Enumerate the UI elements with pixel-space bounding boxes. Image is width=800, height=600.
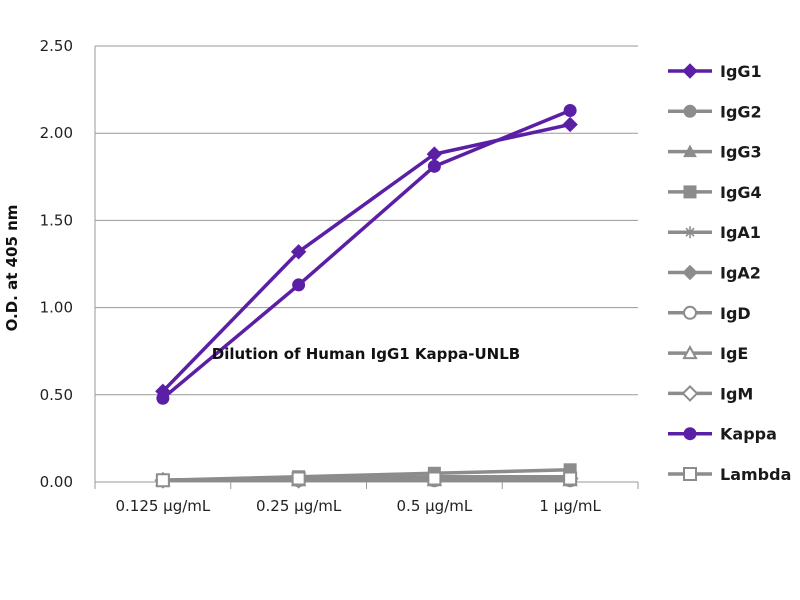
legend-marker — [683, 104, 697, 118]
data-point — [427, 159, 441, 173]
legend-label: IgG1 — [720, 62, 762, 81]
legend-marker — [682, 63, 698, 79]
y-tick-label: 2.50 — [40, 37, 73, 55]
x-tick-label: 0.5 µg/mL — [397, 497, 473, 515]
legend-marker — [683, 144, 697, 158]
y-axis-ticks: 0.00 0.50 1.00 1.50 2.00 2.50 — [40, 37, 73, 491]
x-axis-title: Dilution of Human IgG1 Kappa-UNLB — [212, 345, 520, 363]
legend-label: IgM — [720, 384, 753, 403]
legend-label: IgD — [720, 304, 751, 323]
data-point — [562, 116, 578, 133]
data-point — [155, 473, 170, 488]
y-tick-label: 0.00 — [40, 473, 73, 491]
plot-area — [154, 104, 579, 489]
series-line — [161, 108, 571, 400]
legend-marker — [683, 427, 697, 441]
legend-label: IgA2 — [720, 264, 761, 283]
x-tick-label: 0.125 µg/mL — [115, 497, 210, 515]
series-lambda — [155, 471, 578, 488]
data-point — [290, 244, 307, 260]
legend-item-igg1: IgG1 — [668, 62, 762, 81]
legend-marker — [684, 226, 696, 239]
series-line — [162, 476, 571, 483]
y-tick-label: 1.50 — [40, 211, 73, 229]
y-tick-label: 2.00 — [40, 124, 73, 142]
legend: IgG1 IgG2 IgG3 IgG4 IgA1 IgA2 IgD IgE IgM Kappa La… — [668, 62, 791, 484]
data-point — [563, 471, 578, 486]
legend-item-iga1: IgA1 — [668, 223, 761, 242]
legend-item-igg3: IgG3 — [668, 143, 762, 162]
y-tick-label: 0.50 — [40, 386, 73, 404]
legend-item-igm: IgM — [668, 384, 753, 403]
data-point — [427, 471, 442, 486]
legend-item-igg4: IgG4 — [668, 183, 762, 202]
legend-marker — [683, 185, 697, 199]
y-axis-title: O.D. at 405 nm — [3, 205, 21, 332]
x-tick-label: 1 µg/mL — [539, 497, 601, 515]
y-tick-label: 1.00 — [40, 299, 73, 317]
legend-marker — [681, 384, 699, 402]
legend-label: IgG4 — [720, 183, 762, 202]
legend-marker — [683, 467, 697, 481]
legend-item-igd: IgD — [668, 304, 751, 323]
legend-marker — [682, 345, 698, 360]
legend-item-kappa: Kappa — [668, 425, 777, 444]
data-point — [291, 471, 306, 486]
data-point — [292, 278, 306, 292]
legend-item-ige: IgE — [668, 344, 748, 363]
legend-label: IgA1 — [720, 223, 761, 242]
legend-item-igg2: IgG2 — [668, 102, 762, 121]
grid-lines — [94, 45, 639, 489]
x-axis-ticks: 0.125 µg/mL 0.25 µg/mL 0.5 µg/mL 1 µg/mL — [115, 497, 601, 515]
x-tick-label: 0.25 µg/mL — [256, 497, 342, 515]
legend-label: Kappa — [720, 425, 777, 444]
legend-marker — [682, 264, 698, 281]
legend-label: IgG2 — [720, 102, 762, 121]
data-point — [156, 391, 170, 405]
legend-marker — [683, 305, 697, 320]
legend-label: IgG3 — [720, 143, 762, 162]
legend-label: Lambda — [720, 465, 791, 484]
legend-item-lambda: Lambda — [668, 465, 791, 484]
legend-item-iga2: IgA2 — [668, 264, 761, 283]
series-kappa — [156, 104, 577, 405]
data-point — [563, 104, 577, 118]
legend-label: IgE — [720, 344, 748, 363]
